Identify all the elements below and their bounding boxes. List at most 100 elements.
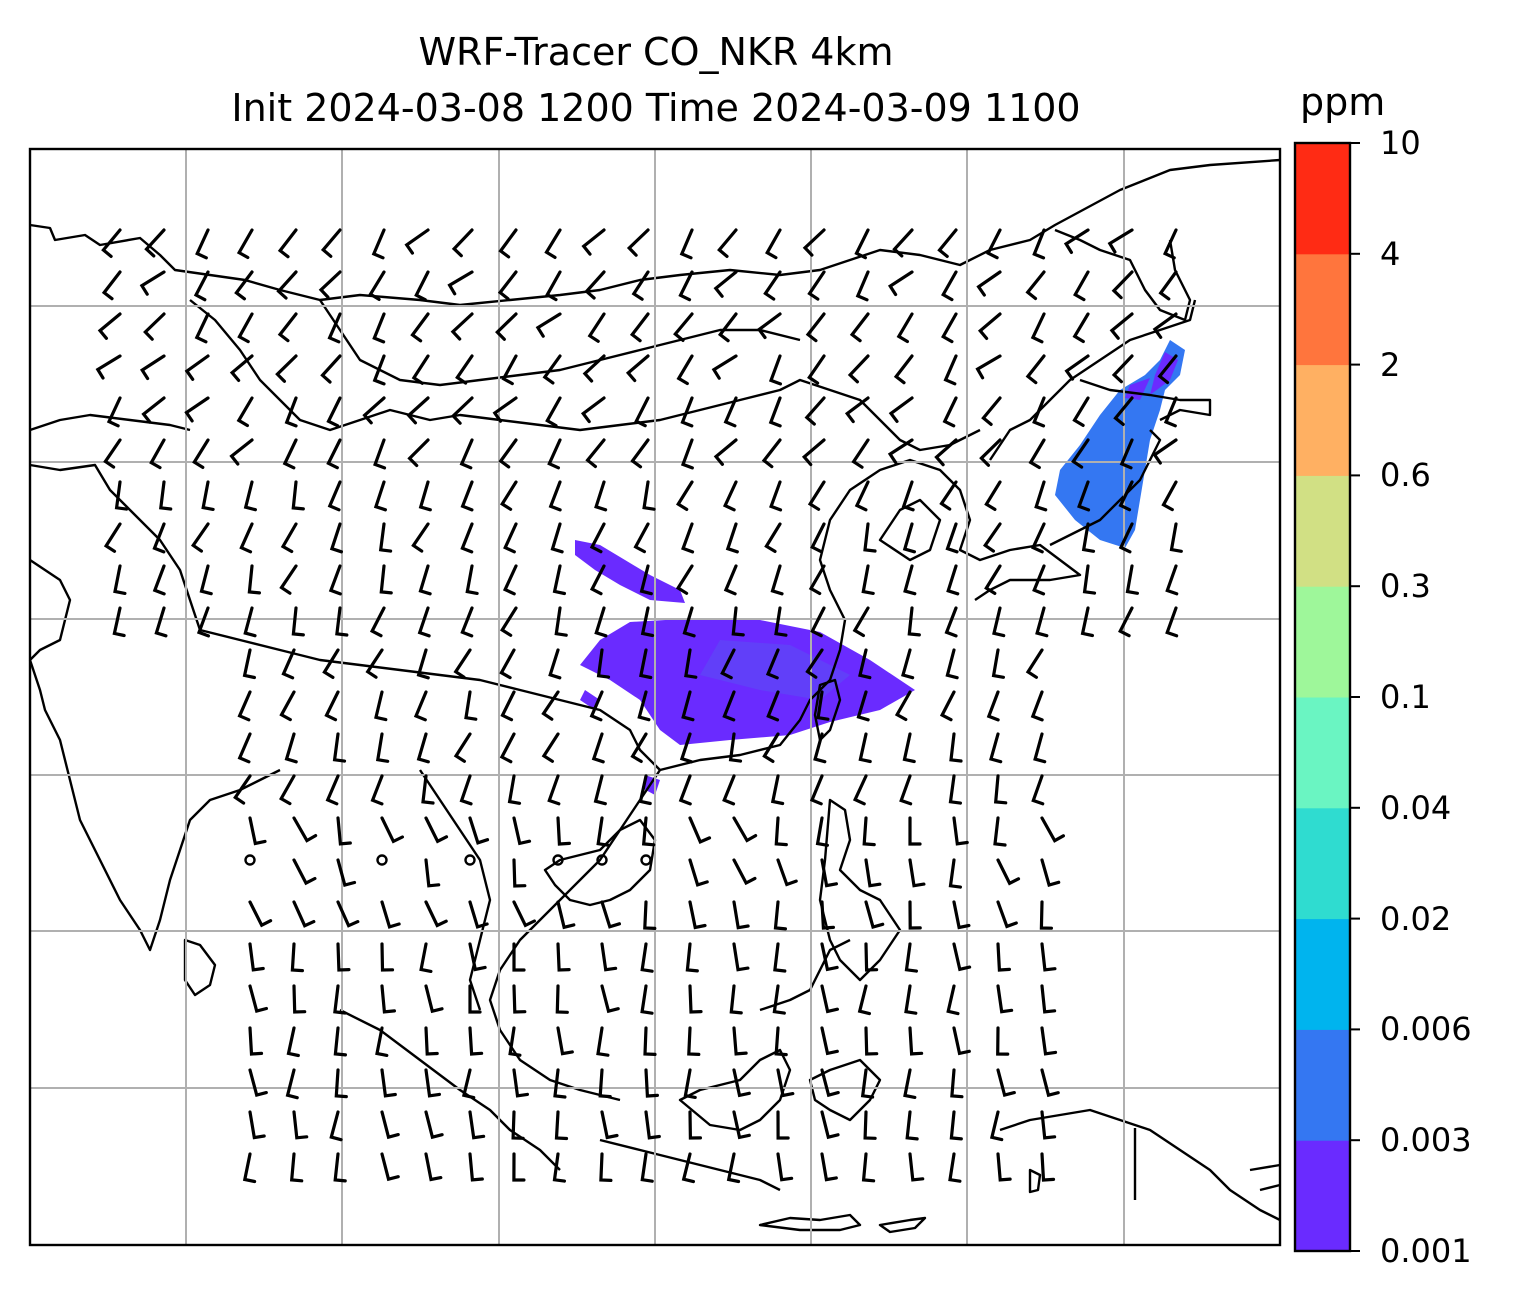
wind-barb bbox=[901, 648, 915, 680]
wind-barb bbox=[673, 312, 694, 342]
wind-barb bbox=[407, 438, 430, 468]
wind-barb bbox=[860, 1068, 875, 1099]
wind-barb bbox=[1034, 480, 1048, 512]
wind-barb bbox=[863, 522, 877, 553]
wind-barb bbox=[993, 774, 1008, 805]
wind-barb bbox=[766, 690, 780, 722]
wind-barb bbox=[893, 354, 914, 385]
wind-barb bbox=[996, 858, 1021, 886]
wind-barb bbox=[720, 648, 736, 680]
colorbar-segment bbox=[1295, 697, 1350, 809]
wind-barb bbox=[499, 732, 516, 764]
wind-barb bbox=[501, 354, 518, 386]
colorbar-tick-label: 0.3 bbox=[1380, 567, 1431, 606]
colorbar-segment bbox=[1295, 1140, 1350, 1252]
wind-barb bbox=[101, 228, 122, 258]
wind-barb bbox=[1030, 690, 1044, 722]
wind-barb bbox=[459, 438, 474, 470]
wind-barb bbox=[687, 1026, 701, 1056]
wind-barb bbox=[548, 480, 562, 512]
wind-barb bbox=[248, 1068, 268, 1098]
wind-barb bbox=[855, 270, 870, 302]
wind-barb bbox=[468, 1152, 484, 1182]
colorbar-segment bbox=[1295, 143, 1350, 255]
wind-barb bbox=[284, 396, 298, 428]
wind-barb bbox=[683, 1068, 697, 1099]
wind-barb bbox=[904, 984, 918, 1015]
wind-barb bbox=[292, 858, 317, 886]
wind-barb bbox=[1040, 1110, 1057, 1140]
wind-barb bbox=[424, 1152, 443, 1182]
wind-barb bbox=[237, 312, 254, 344]
wind-barb bbox=[460, 606, 474, 638]
wind-barb bbox=[976, 270, 1002, 297]
wind-barb bbox=[776, 1152, 794, 1182]
wind-barb bbox=[380, 1110, 400, 1140]
wind-barb bbox=[688, 858, 709, 887]
wind-barb bbox=[184, 396, 210, 423]
wind-barb bbox=[184, 354, 210, 381]
wind-barb bbox=[114, 480, 129, 511]
wind-barb bbox=[901, 480, 915, 512]
wind-barb bbox=[584, 270, 606, 300]
wind-barb bbox=[1064, 354, 1090, 381]
wind-barb bbox=[773, 900, 787, 931]
colorbar-segment bbox=[1295, 475, 1350, 587]
wind-barb bbox=[642, 480, 656, 511]
wind-barb bbox=[424, 1068, 441, 1098]
wind-barb bbox=[640, 942, 654, 973]
wind-barb bbox=[644, 1110, 661, 1140]
wind-barb bbox=[769, 480, 783, 512]
wind-barb bbox=[713, 270, 738, 298]
wind-barb bbox=[600, 1110, 619, 1140]
wind-barb bbox=[1040, 858, 1061, 887]
wind-barb bbox=[1040, 1026, 1058, 1056]
wind-barb bbox=[640, 1152, 654, 1183]
wind-barb bbox=[581, 228, 606, 256]
wind-barb bbox=[984, 564, 1002, 595]
wind-barb bbox=[589, 522, 606, 554]
wind-barb bbox=[681, 1152, 695, 1184]
wind-barb bbox=[248, 1110, 266, 1140]
wind-barb bbox=[903, 1068, 917, 1099]
wind-barb bbox=[417, 606, 431, 638]
wind-barb bbox=[939, 690, 956, 722]
wind-barb bbox=[858, 648, 872, 680]
wind-barb bbox=[275, 354, 298, 383]
wind-barb bbox=[1161, 480, 1178, 512]
wind-barb bbox=[905, 1110, 919, 1141]
wind-barb bbox=[336, 816, 352, 846]
wind-barb bbox=[945, 522, 959, 554]
wind-barb bbox=[373, 480, 387, 512]
wind-barb bbox=[630, 732, 648, 763]
wind-barb bbox=[996, 900, 1018, 929]
wind-barb bbox=[368, 270, 386, 301]
wind-barb bbox=[685, 942, 699, 973]
wind-barb bbox=[861, 564, 875, 595]
wind-barb bbox=[554, 606, 568, 637]
wind-barb bbox=[768, 396, 782, 428]
wind-barb bbox=[512, 1068, 529, 1098]
wind-barb bbox=[499, 606, 518, 637]
wind-barb bbox=[774, 1026, 788, 1057]
wind-barb bbox=[419, 942, 433, 973]
wind-barb bbox=[327, 480, 342, 512]
wind-barb bbox=[908, 1026, 924, 1056]
wind-barb bbox=[756, 312, 782, 340]
wind-barb bbox=[1119, 438, 1134, 470]
wind-barb bbox=[195, 228, 210, 260]
wind-barb bbox=[1158, 270, 1178, 301]
wind-barb bbox=[547, 438, 562, 470]
wind-barb bbox=[410, 312, 430, 343]
calm-wind-marker bbox=[640, 854, 652, 866]
wind-barb bbox=[896, 312, 914, 344]
wind-barb bbox=[977, 312, 1002, 340]
wind-barb bbox=[500, 690, 516, 722]
wind-barb bbox=[948, 774, 962, 805]
wind-barb bbox=[908, 816, 922, 846]
wind-barb bbox=[641, 816, 656, 847]
wind-barb bbox=[776, 1110, 790, 1140]
wind-barb bbox=[820, 1068, 840, 1098]
wind-barb bbox=[320, 228, 342, 258]
wind-barb bbox=[413, 690, 428, 722]
